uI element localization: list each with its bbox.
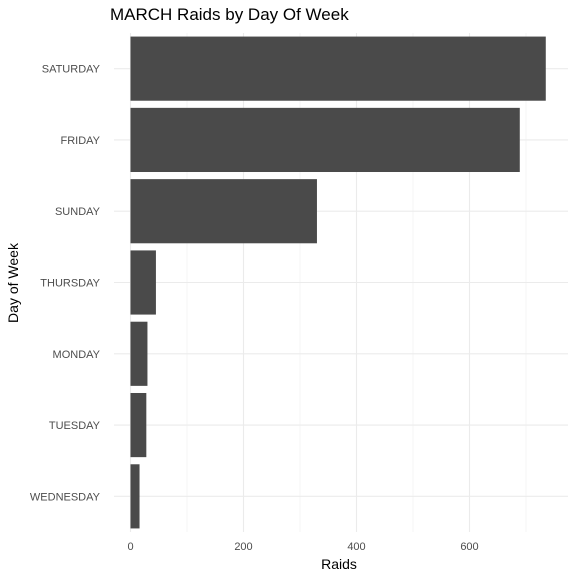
y-tick-label: THURSDAY <box>40 278 100 290</box>
y-tick-label: SUNDAY <box>55 206 101 218</box>
chart-title: MARCH Raids by Day Of Week <box>110 5 349 24</box>
x-tick-label: 200 <box>234 541 252 553</box>
y-axis-ticks: SATURDAY FRIDAY SUNDAY THURSDAY MONDAY TUESDA… <box>30 64 101 504</box>
x-tick-label: 600 <box>460 541 478 553</box>
bars <box>130 36 546 529</box>
y-tick-label: FRIDAY <box>60 135 100 147</box>
x-axis-title: Raids <box>321 556 357 572</box>
bar-wednesday <box>130 464 140 529</box>
y-tick-label: TUESDAY <box>49 420 101 432</box>
y-tick-label: SATURDAY <box>42 64 101 76</box>
bar-monday <box>130 321 148 386</box>
y-axis-title: Day of Week <box>5 242 21 323</box>
x-axis-ticks: 0 200 400 600 <box>127 541 478 553</box>
bar-saturday <box>130 36 546 101</box>
bar-tuesday <box>130 392 147 458</box>
y-tick-label: WEDNESDAY <box>30 491 101 503</box>
bar-friday <box>130 107 520 173</box>
bar-thursday <box>130 250 156 315</box>
x-tick-label: 0 <box>127 541 133 553</box>
y-tick-label: MONDAY <box>53 349 101 361</box>
bar-sunday <box>130 179 317 244</box>
x-tick-label: 400 <box>347 541 365 553</box>
